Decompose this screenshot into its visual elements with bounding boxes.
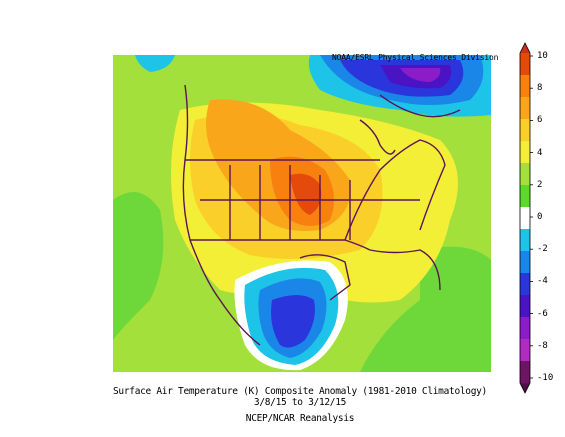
anomaly-patch-southeast: [360, 246, 491, 372]
colorbar-cap-top: [520, 43, 530, 53]
caption-dates: 3/8/15 to 3/12/15: [253, 397, 347, 408]
colorbar-segment: [520, 53, 530, 76]
colorbar-segment: [520, 97, 530, 120]
colorbar-segment: [520, 163, 530, 186]
map-fill-layer: [113, 55, 491, 372]
colorbar-segment: [520, 207, 530, 230]
colorbar-segment: [520, 141, 530, 164]
anomaly-patch-purple-north: [400, 68, 441, 82]
colorbar-label: -6: [537, 308, 548, 319]
colorbar-segment: [520, 361, 530, 384]
colorbar-segment: [520, 339, 530, 362]
colorbar-label: 8: [537, 83, 543, 94]
colorbar-label: -10: [537, 373, 554, 383]
anomaly-patch-cyan-nw: [135, 55, 175, 72]
colorbar-label: 10: [537, 51, 548, 61]
colorbar-label: -4: [537, 276, 548, 287]
anomaly-patch-indigo-south: [271, 295, 315, 348]
anomaly-patch-west: [113, 192, 164, 340]
colorbar-label: -8: [537, 340, 548, 351]
colorbar-segment: [520, 229, 530, 252]
colorbar-label: 4: [537, 147, 543, 158]
colorbar-segment: [520, 119, 530, 142]
credit-text: NOAA/ESRL Physical Sciences Division: [332, 53, 499, 62]
colorbar-segment: [520, 251, 530, 274]
colorbar-label: 0: [537, 212, 543, 222]
coastlines: [182, 84, 461, 346]
colorbar-label: -2: [537, 244, 548, 255]
colorbar-segment: [520, 317, 530, 340]
colorbar-segment: [520, 75, 530, 98]
colorbar: [519, 42, 533, 394]
colorbar-label: 2: [537, 179, 543, 190]
caption-title: Surface Air Temperature (K) Composite An…: [113, 386, 487, 397]
colorbar-segment: [520, 185, 530, 208]
anomaly-patch-red: [290, 173, 322, 215]
colorbar-cap-bottom: [520, 383, 530, 393]
colorbar-segment: [520, 273, 530, 296]
colorbar-label: 6: [537, 115, 543, 126]
colorbar-outline: [519, 42, 531, 394]
caption-source: NCEP/NCAR Reanalysis: [245, 413, 355, 424]
colorbar-segment: [520, 295, 530, 318]
